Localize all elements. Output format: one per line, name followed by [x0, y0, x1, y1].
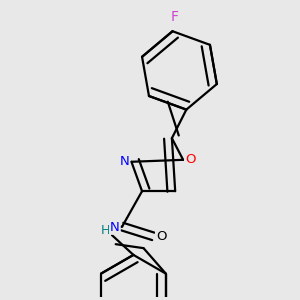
Text: N: N — [119, 155, 129, 168]
Text: O: O — [185, 153, 196, 166]
Text: F: F — [170, 10, 178, 24]
Text: N: N — [110, 221, 120, 234]
Text: H: H — [100, 224, 110, 237]
Text: O: O — [156, 230, 166, 243]
